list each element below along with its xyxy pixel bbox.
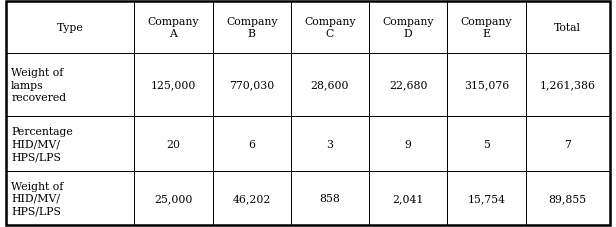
Text: 1,261,386: 1,261,386 [540, 80, 596, 90]
Bar [291, 171, 369, 225]
Text: 7: 7 [564, 139, 571, 149]
Bar [134, 117, 213, 171]
Text: Percentage
HID/MV/
HPS/LPS: Percentage HID/MV/ HPS/LPS [11, 127, 73, 161]
Bar [6, 117, 134, 171]
Bar [369, 117, 447, 171]
Text: Company
A: Company A [148, 17, 199, 39]
Bar [369, 171, 447, 225]
Bar [6, 2, 134, 53]
Bar [6, 171, 134, 225]
Text: 20: 20 [166, 139, 180, 149]
Bar [134, 53, 213, 117]
Text: 46,202: 46,202 [232, 193, 271, 203]
Bar [525, 53, 610, 117]
Text: Company
E: Company E [461, 17, 513, 39]
Text: 28,600: 28,600 [310, 80, 349, 90]
Bar [447, 53, 525, 117]
Text: Company
C: Company C [304, 17, 355, 39]
Bar [525, 171, 610, 225]
Text: Weight of
lamps
recovered: Weight of lamps recovered [11, 68, 66, 102]
Text: 25,000: 25,000 [154, 193, 193, 203]
Text: 6: 6 [248, 139, 255, 149]
Bar [213, 53, 291, 117]
Text: 315,076: 315,076 [464, 80, 509, 90]
Bar [369, 2, 447, 53]
Text: Company
B: Company B [226, 17, 277, 39]
Bar [447, 171, 525, 225]
Bar [134, 2, 213, 53]
Bar [525, 117, 610, 171]
Bar [447, 2, 525, 53]
Bar [213, 2, 291, 53]
Text: Company
D: Company D [383, 17, 434, 39]
Text: 770,030: 770,030 [229, 80, 274, 90]
Bar [291, 117, 369, 171]
Text: 9: 9 [405, 139, 411, 149]
Bar [213, 171, 291, 225]
Bar [525, 2, 610, 53]
Text: 15,754: 15,754 [468, 193, 506, 203]
Text: 5: 5 [483, 139, 490, 149]
Bar [6, 53, 134, 117]
Bar [291, 53, 369, 117]
Text: Weight of
HID/MV/
HPS/LPS: Weight of HID/MV/ HPS/LPS [11, 181, 63, 215]
Bar [134, 171, 213, 225]
Text: 22,680: 22,680 [389, 80, 428, 90]
Text: 3: 3 [326, 139, 333, 149]
Bar [213, 117, 291, 171]
Bar [447, 117, 525, 171]
Text: 2,041: 2,041 [392, 193, 424, 203]
Bar [369, 53, 447, 117]
Text: 89,855: 89,855 [549, 193, 587, 203]
Text: Total: Total [554, 23, 582, 33]
Text: 858: 858 [320, 193, 341, 203]
Text: Type: Type [57, 23, 84, 33]
Text: 125,000: 125,000 [151, 80, 196, 90]
Bar [291, 2, 369, 53]
